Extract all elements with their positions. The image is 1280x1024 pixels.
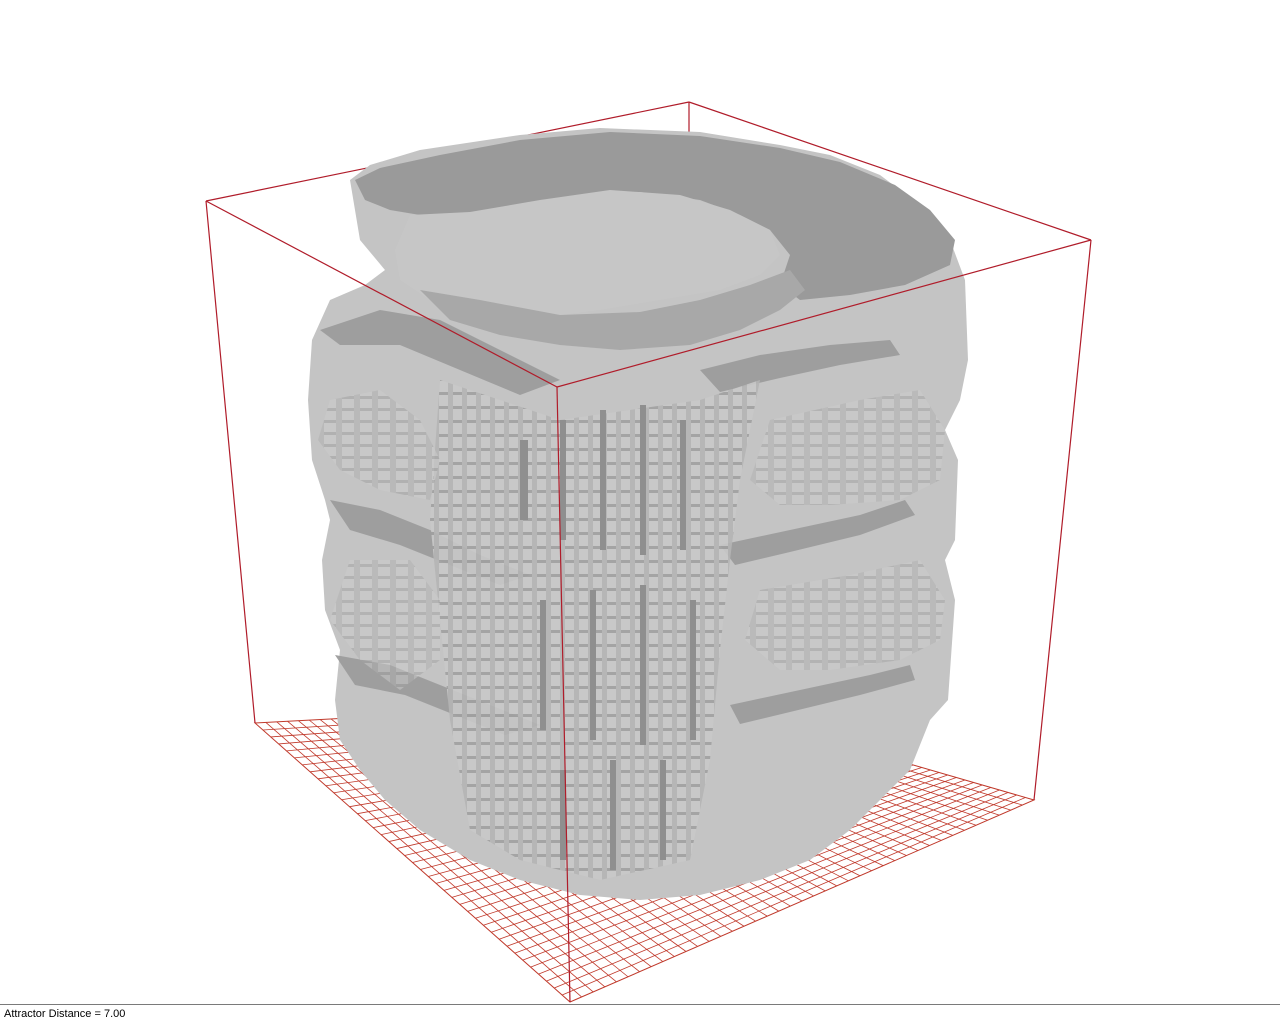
ground-grid-line bbox=[546, 792, 1009, 982]
attractor-distance-readout: Attractor Distance = 7.00 bbox=[4, 1008, 126, 1020]
voxel-object bbox=[308, 128, 968, 900]
ground-grid-line bbox=[554, 794, 1017, 989]
bounding-box-front-edges bbox=[205, 200, 1092, 1003]
ground-grid-line bbox=[561, 797, 1026, 996]
ground-grid-line bbox=[538, 789, 1000, 975]
status-bar: Attractor Distance = 7.00 bbox=[0, 1004, 1280, 1024]
